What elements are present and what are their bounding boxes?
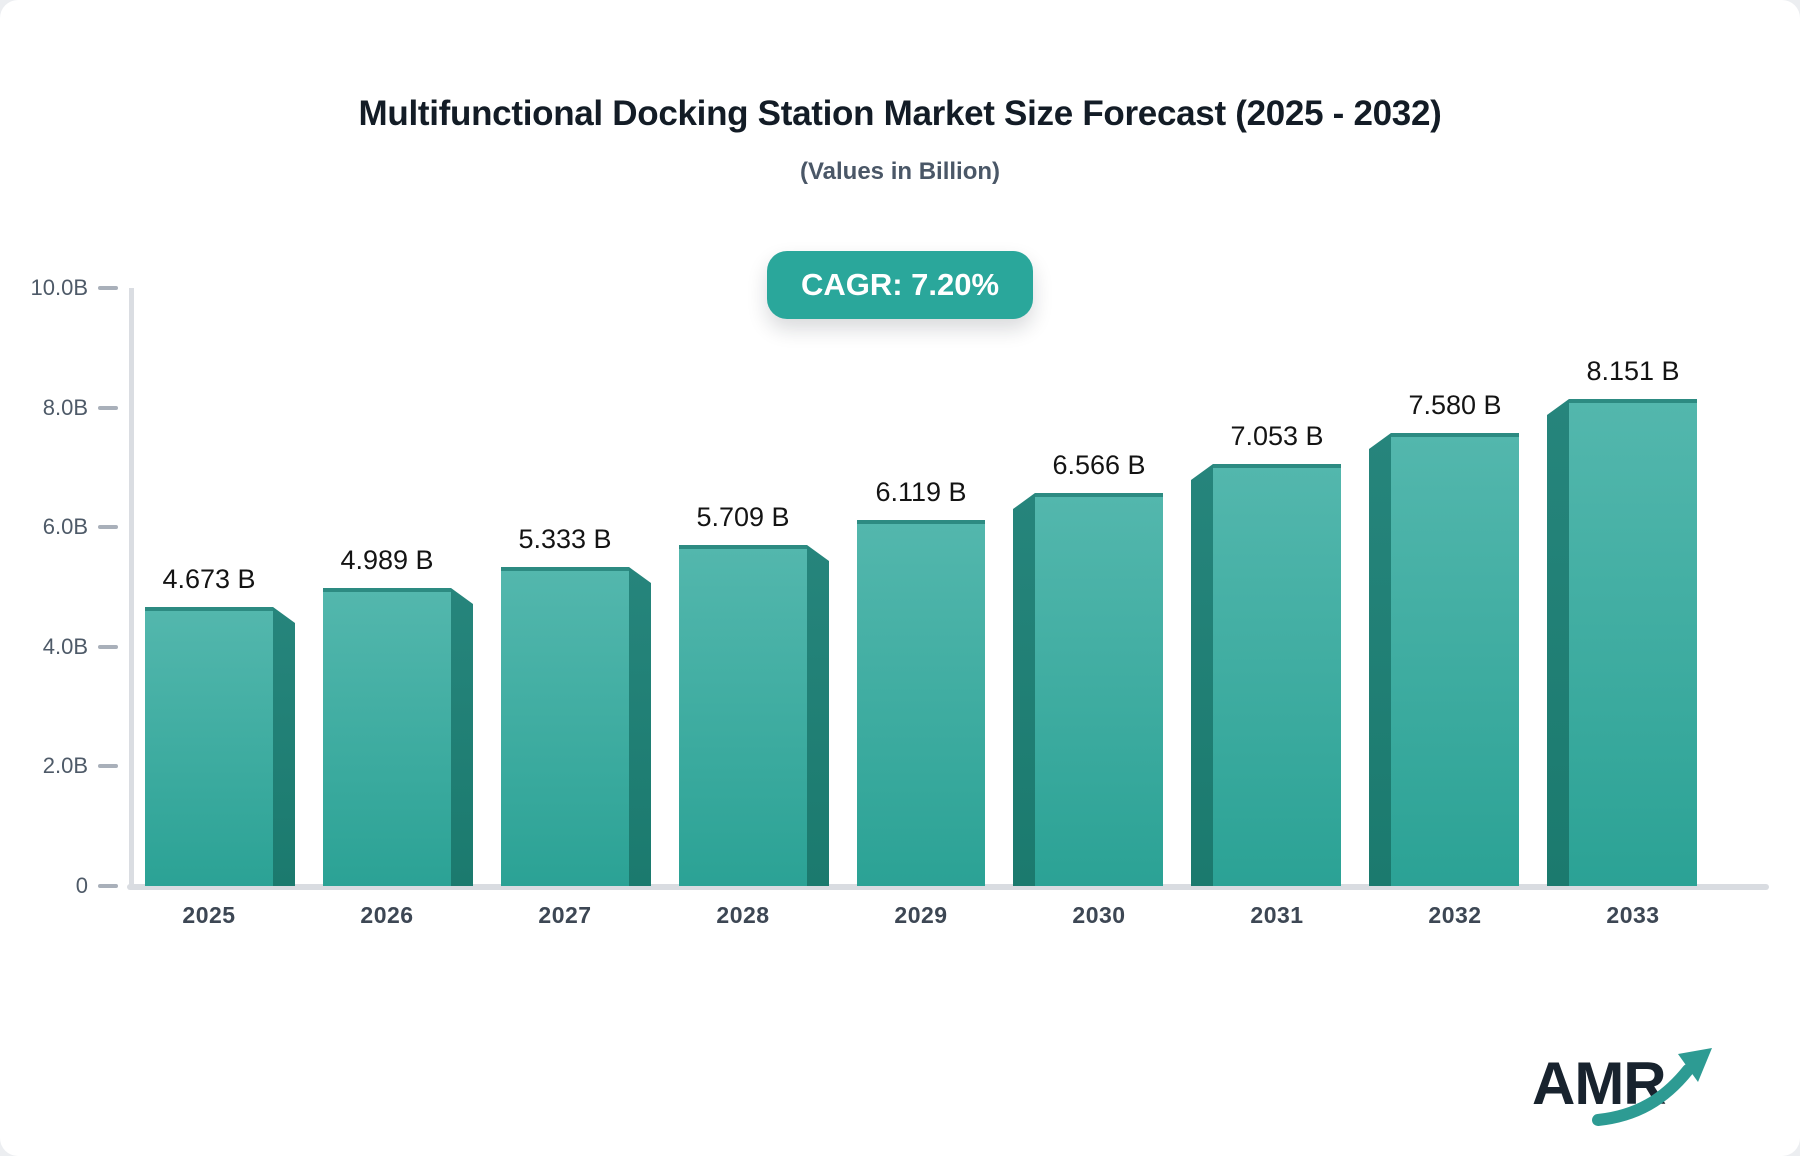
x-axis-label: 2032 xyxy=(1428,902,1482,928)
x-axis-label: 2030 xyxy=(1072,902,1126,928)
amr-logo: AMR xyxy=(1528,1036,1748,1136)
bar-side-face xyxy=(1191,464,1213,886)
y-tick-label: 2.0B xyxy=(42,753,88,778)
bar-side-face xyxy=(451,588,473,886)
y-tick-label: 8.0B xyxy=(42,395,88,420)
y-tick-label: 6.0B xyxy=(42,514,88,539)
bar-value-label: 4.989 B xyxy=(340,545,434,575)
bar-side-face xyxy=(1013,493,1035,886)
bar-value-label: 7.053 B xyxy=(1230,421,1324,451)
cagr-badge-row: CAGR: 7.20% xyxy=(0,251,1800,319)
bar-value-label: 6.119 B xyxy=(875,477,967,507)
y-tick-label: 0 xyxy=(75,873,88,898)
bar-value-label: 5.333 B xyxy=(518,524,612,554)
y-tick-label: 10.0B xyxy=(30,275,89,300)
bar-value-label: 6.566 B xyxy=(1052,450,1146,480)
bar-body xyxy=(1213,464,1341,886)
y-tick-dash xyxy=(98,406,118,410)
bar-side-face xyxy=(273,607,295,886)
y-tick-dash xyxy=(98,645,118,649)
cagr-badge: CAGR: 7.20% xyxy=(766,251,1034,319)
x-axis-label: 2033 xyxy=(1606,902,1660,928)
bar-value-label: 8.151 B xyxy=(1586,356,1680,386)
bar-body xyxy=(501,567,629,886)
bar-body xyxy=(323,588,451,886)
bar-side-face xyxy=(1369,433,1391,886)
bar-value-label: 4.673 B xyxy=(162,564,256,594)
x-axis-line xyxy=(127,884,1769,890)
bar-value-label: 5.709 B xyxy=(696,502,790,532)
chart-title: Multifunctional Docking Station Market S… xyxy=(358,94,1442,133)
y-tick-dash xyxy=(98,884,118,888)
bar-body xyxy=(1035,493,1163,886)
y-tick-dash xyxy=(98,525,118,529)
chart-subtitle: (Values in Billion) xyxy=(799,158,1001,185)
bar-side-face xyxy=(629,567,651,886)
y-tick-dash xyxy=(98,764,118,768)
bar-body xyxy=(679,545,807,886)
bar-side-face xyxy=(807,545,829,886)
logo-arrowhead-icon xyxy=(1678,1048,1712,1082)
bar-body xyxy=(145,607,273,886)
x-axis-label: 2029 xyxy=(894,902,948,928)
bar-body xyxy=(1569,399,1697,886)
y-tick-dash xyxy=(98,286,118,290)
bar-body xyxy=(1391,433,1519,886)
logo-arrow-icon xyxy=(1592,1064,1694,1126)
bar-body xyxy=(857,520,985,886)
x-axis-label: 2028 xyxy=(716,902,770,928)
bar-side-face xyxy=(1547,399,1569,886)
x-axis-label: 2025 xyxy=(182,902,236,928)
x-axis-label: 2031 xyxy=(1250,902,1304,928)
bar-value-label: 7.580 B xyxy=(1408,390,1502,420)
y-tick-label: 4.0B xyxy=(42,634,88,659)
x-axis-label: 2027 xyxy=(538,902,592,928)
y-axis-line xyxy=(129,288,134,886)
x-axis-label: 2026 xyxy=(360,902,414,928)
